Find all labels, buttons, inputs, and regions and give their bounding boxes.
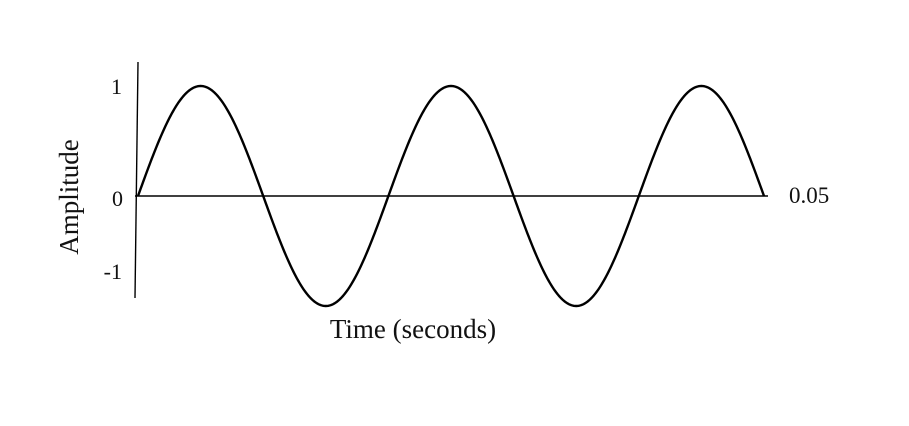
x-end-label: 0.05 bbox=[789, 183, 829, 208]
x-axis-title: Time (seconds) bbox=[330, 314, 496, 344]
y-axis-title: Amplitude bbox=[54, 139, 84, 255]
y-tick-label-minus-1: -1 bbox=[104, 259, 122, 284]
sine-wave-line bbox=[136, 84, 766, 308]
y-tick-label-0: 0 bbox=[112, 186, 123, 211]
y-tick-label-1: 1 bbox=[111, 74, 122, 99]
y-axis bbox=[134, 61, 139, 299]
